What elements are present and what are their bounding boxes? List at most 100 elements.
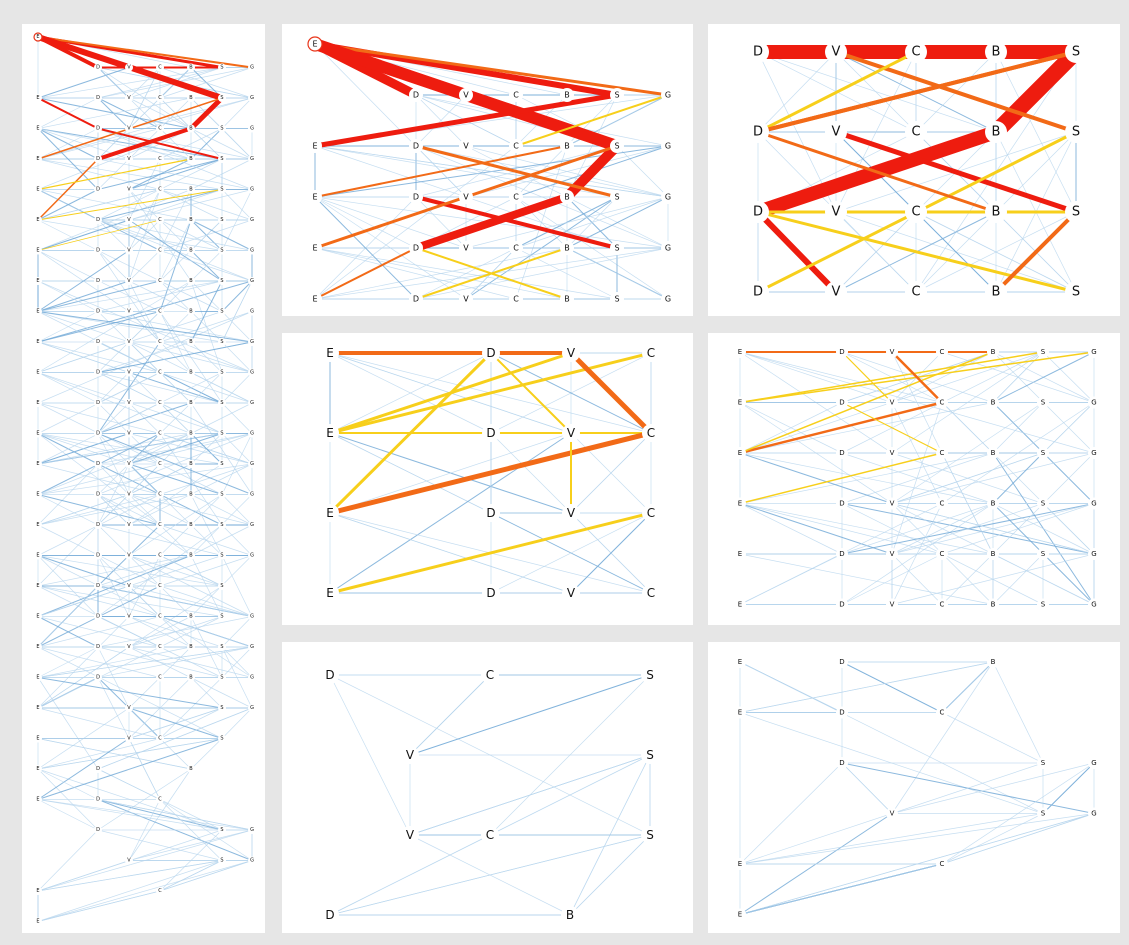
edge bbox=[37, 616, 99, 648]
node-s: S bbox=[641, 826, 659, 844]
node-label: D bbox=[486, 426, 495, 440]
node-background bbox=[34, 338, 42, 346]
node-label: D bbox=[839, 709, 844, 717]
edge bbox=[128, 463, 223, 495]
node-e: E bbox=[34, 94, 42, 102]
node-background bbox=[125, 185, 133, 194]
edge bbox=[515, 196, 669, 249]
node-label: D bbox=[96, 217, 100, 223]
node-background bbox=[218, 124, 226, 133]
node-label: S bbox=[1041, 810, 1046, 818]
node-label: D bbox=[839, 658, 844, 666]
node-background bbox=[482, 504, 500, 522]
edge bbox=[739, 813, 893, 865]
node-d: D bbox=[321, 906, 339, 924]
edge bbox=[941, 351, 1095, 403]
node-label: D bbox=[96, 370, 100, 376]
node-label: D bbox=[413, 142, 419, 151]
node-label: V bbox=[567, 426, 576, 440]
edge bbox=[841, 762, 893, 814]
edge bbox=[97, 311, 253, 343]
node-label: G bbox=[665, 91, 671, 100]
node-background bbox=[1065, 121, 1087, 143]
node-d: D bbox=[94, 582, 102, 590]
node-label: C bbox=[158, 248, 162, 254]
node-background bbox=[218, 155, 226, 163]
edge bbox=[159, 189, 253, 221]
node-layer: E D V C B S G E D V C B S G E D V C B S G E D V C B S G E D V C B S G bbox=[307, 36, 675, 306]
node-label: S bbox=[220, 217, 223, 223]
node-background bbox=[409, 292, 423, 306]
node-background bbox=[936, 346, 948, 358]
node-background bbox=[836, 447, 848, 459]
node-label: E bbox=[36, 370, 39, 376]
edge bbox=[37, 280, 130, 312]
node-label: G bbox=[250, 156, 254, 162]
edge bbox=[757, 51, 997, 133]
node-background bbox=[187, 246, 195, 255]
node-b: B bbox=[187, 765, 195, 773]
node-background bbox=[509, 88, 523, 102]
node-v: V bbox=[825, 121, 847, 143]
node-background bbox=[94, 246, 102, 255]
node-d: D bbox=[836, 706, 848, 719]
node-background bbox=[94, 673, 102, 682]
edge bbox=[159, 250, 253, 282]
node-background bbox=[1037, 807, 1049, 820]
node-background bbox=[836, 706, 848, 719]
node-label: D bbox=[96, 400, 100, 406]
node-s: S bbox=[610, 292, 624, 306]
node-background bbox=[321, 504, 339, 522]
node-s: S bbox=[218, 582, 226, 590]
node-b: B bbox=[987, 497, 999, 510]
node-b: B bbox=[187, 277, 195, 285]
node-label: V bbox=[890, 810, 895, 818]
zoom-bottom-left-panel: D C S V S V C S D B bbox=[282, 642, 693, 933]
node-v: V bbox=[125, 490, 133, 499]
node-d: D bbox=[94, 612, 102, 621]
node-background bbox=[125, 856, 133, 865]
node-label: C bbox=[486, 828, 494, 842]
edge bbox=[128, 372, 161, 404]
edge bbox=[159, 67, 253, 99]
edge bbox=[159, 616, 223, 648]
node-d: D bbox=[94, 63, 102, 72]
edge bbox=[992, 553, 1095, 605]
edge bbox=[97, 616, 253, 648]
node-background bbox=[610, 139, 624, 153]
node-c: C bbox=[156, 216, 164, 224]
node-background bbox=[156, 521, 164, 529]
edge bbox=[128, 616, 192, 648]
node-c: C bbox=[936, 497, 948, 510]
node-background bbox=[661, 139, 675, 153]
node-background bbox=[308, 190, 322, 204]
node-label: B bbox=[991, 399, 996, 407]
node-v: V bbox=[825, 281, 847, 303]
edge bbox=[37, 738, 130, 800]
node-g: G bbox=[661, 88, 675, 102]
node-label: V bbox=[567, 346, 576, 360]
node-background bbox=[34, 124, 42, 133]
edge bbox=[128, 341, 253, 373]
highlight-edge bbox=[37, 158, 192, 191]
node-v: V bbox=[125, 338, 133, 346]
node-background bbox=[1037, 447, 1049, 459]
node-background bbox=[987, 346, 999, 358]
node-label: E bbox=[36, 217, 39, 223]
edge bbox=[37, 555, 223, 587]
node-s: S bbox=[218, 338, 226, 346]
node-d: D bbox=[94, 155, 102, 163]
node-c: C bbox=[156, 643, 164, 651]
node-e: E bbox=[34, 124, 42, 133]
edge bbox=[97, 372, 161, 404]
edge bbox=[757, 51, 837, 133]
node-background bbox=[125, 216, 133, 224]
node-e: E bbox=[734, 656, 746, 668]
node-background bbox=[825, 281, 847, 303]
highlight-edge bbox=[739, 351, 1044, 404]
node-background bbox=[34, 521, 42, 529]
node-background bbox=[248, 246, 256, 255]
node-e: E bbox=[321, 504, 339, 522]
edge-web bbox=[739, 351, 1095, 605]
node-d: D bbox=[94, 795, 102, 804]
